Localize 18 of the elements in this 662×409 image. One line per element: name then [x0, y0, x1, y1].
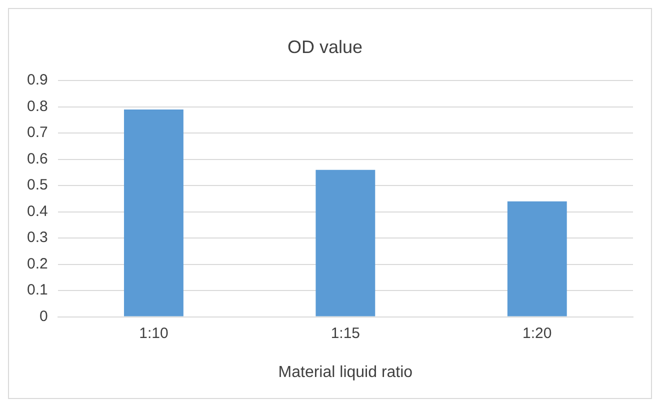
bar	[507, 201, 567, 316]
y-tick-label: 0.7	[26, 124, 48, 142]
x-tick-label: 1:15	[330, 324, 360, 342]
x-tick-label: 1:20	[522, 324, 552, 342]
bar	[316, 170, 376, 316]
y-tick-label: 0.4	[26, 202, 48, 220]
y-tick-label: 0.9	[26, 72, 48, 89]
y-tick-label: 0.5	[26, 176, 48, 194]
x-tick-label: 1:10	[139, 324, 168, 342]
chart-title: OD value	[287, 36, 363, 57]
bar	[124, 109, 184, 316]
y-tick-label: 0.1	[26, 282, 48, 299]
x-axis-title: Material liquid ratio	[278, 364, 413, 381]
y-tick-label: 0.6	[26, 150, 48, 168]
y-tick-label: 0	[40, 308, 48, 325]
y-tick-label: 0.3	[26, 229, 48, 246]
y-tick-label: 0.2	[26, 255, 48, 272]
y-tick-label: 0.8	[26, 98, 48, 115]
